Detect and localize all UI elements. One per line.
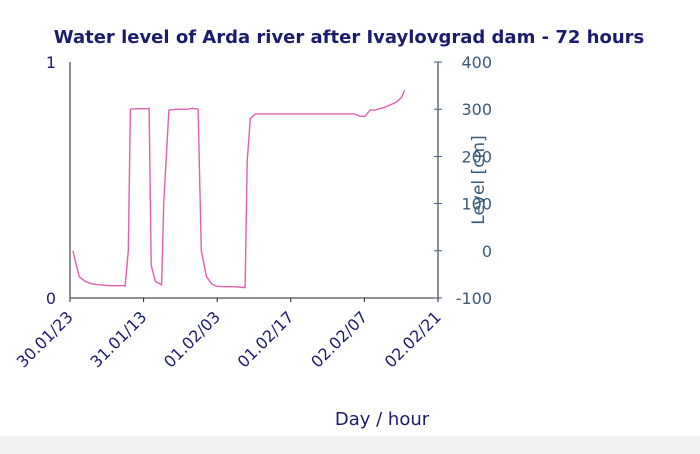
axes: [69, 62, 439, 299]
x-tick-label: 01.02/03: [160, 307, 224, 371]
x-tick-label: 02.02/07: [307, 307, 371, 371]
y-right-tick-label: 300: [461, 100, 492, 119]
x-tick-label: 01.02/17: [234, 307, 298, 371]
x-tick-label: 02.02/21: [381, 307, 445, 371]
x-tick-label: 31.01/13: [86, 307, 150, 371]
y-right-axis-label: Level [cm]: [469, 135, 489, 224]
y-right-tick-label: -100: [456, 289, 492, 308]
x-axis-label: Day / hour: [335, 409, 430, 430]
series-line-water-level: [72, 90, 406, 289]
water-level-chart: Water level of Arda river after Ivaylovg…: [13, 27, 644, 430]
y-right-tick-label: 200: [461, 147, 492, 166]
chart-panel: Water level of Arda river after Ivaylovg…: [0, 0, 700, 436]
x-tick-label: 30.01/23: [13, 307, 77, 371]
y-right-tick-label: 100: [461, 195, 492, 214]
y-left-tick-label: 0: [46, 289, 56, 308]
y-left-tick-label: 1: [46, 53, 56, 72]
y-right-tick-label: 400: [461, 53, 492, 72]
y-right-tick-label: 0: [482, 242, 492, 261]
chart-title: Water level of Arda river after Ivaylovg…: [54, 27, 644, 48]
